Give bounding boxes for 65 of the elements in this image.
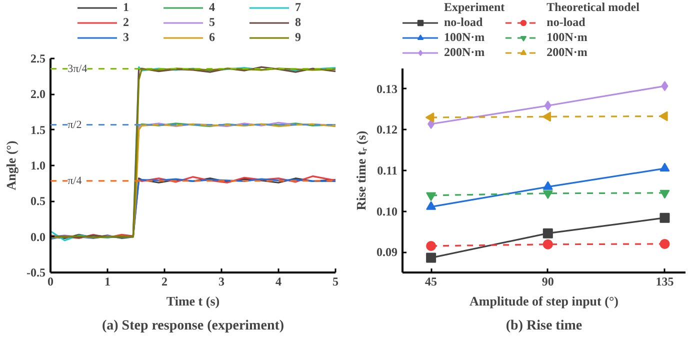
point	[660, 238, 670, 249]
ref-line-label: π/2	[68, 118, 82, 131]
point	[660, 190, 670, 199]
point	[660, 162, 670, 172]
x-tick-label: 3	[218, 274, 224, 288]
point	[425, 112, 434, 122]
y-tick-label: 0.11	[377, 164, 398, 178]
point	[426, 252, 436, 263]
y-tick-label: 0.5	[30, 194, 46, 208]
legend-label: 5	[209, 15, 216, 30]
point	[659, 111, 668, 122]
legend-label: 200N·m	[444, 45, 485, 60]
ref-line-label: 3π/4	[68, 62, 88, 75]
x-tick-label: 90	[542, 274, 554, 288]
x-tick-label: 5	[332, 274, 338, 288]
point	[426, 201, 436, 210]
x-tick-label: 45	[425, 274, 438, 288]
text: (a) Step response (experiment)	[102, 318, 284, 334]
x-tick-label: 4	[276, 274, 282, 288]
x-tick-label: 0	[48, 274, 54, 288]
legend-label: 6	[209, 30, 216, 45]
y-axis-title: Angle (°)	[4, 140, 19, 190]
y-tick-label: 0.12	[376, 122, 398, 137]
ref-line-label: π/4	[68, 174, 82, 187]
legend-label: no-load	[444, 15, 484, 30]
point	[426, 192, 436, 202]
text: Theoretical model	[546, 0, 640, 15]
legend-label: 100N·m	[546, 30, 588, 45]
point	[542, 112, 551, 122]
y-tick-label: 2.0	[30, 87, 46, 102]
legend-label: 200N·m	[546, 45, 588, 60]
point	[428, 118, 435, 129]
y-tick-label: 0.10	[376, 204, 398, 218]
x-axis-title: Amplitude of step input (°)	[470, 294, 618, 308]
legend-label: 3	[123, 30, 130, 45]
text: Experiment	[444, 0, 505, 15]
legend-label: 8	[295, 15, 302, 30]
legend-label: 2	[123, 15, 130, 30]
y-tick-label: 1.5	[30, 122, 46, 137]
point	[660, 212, 670, 223]
legend-label: 4	[209, 0, 216, 15]
point	[661, 81, 668, 92]
y-tick-label: 0.09	[376, 245, 398, 260]
x-axis-title: Time t (s)	[166, 294, 220, 308]
point	[426, 240, 436, 251]
y-tick-label: 0.13	[376, 82, 398, 96]
y-axis-title: Rise time tᵣ (s)	[354, 130, 368, 210]
x-tick-label: 2	[162, 274, 168, 288]
legend-label: 1	[123, 0, 130, 15]
x-tick-label: 135	[656, 274, 674, 288]
point	[542, 190, 553, 200]
legend-label: 9	[295, 30, 302, 45]
legend-label: 7	[295, 0, 302, 15]
point	[542, 239, 553, 250]
text: (b) Rise time	[506, 318, 582, 334]
y-tick-label: 1.0	[30, 158, 46, 172]
point	[542, 228, 553, 238]
point	[542, 181, 553, 190]
y-tick-label: 0.0	[30, 230, 46, 244]
y-tick-label: -0.5	[26, 266, 46, 280]
legend-label: no-load	[546, 15, 586, 30]
point	[544, 100, 552, 111]
legend-label: 100N·m	[444, 30, 485, 45]
y-tick-label: 2.5	[30, 52, 46, 66]
x-tick-label: 1	[104, 274, 110, 288]
